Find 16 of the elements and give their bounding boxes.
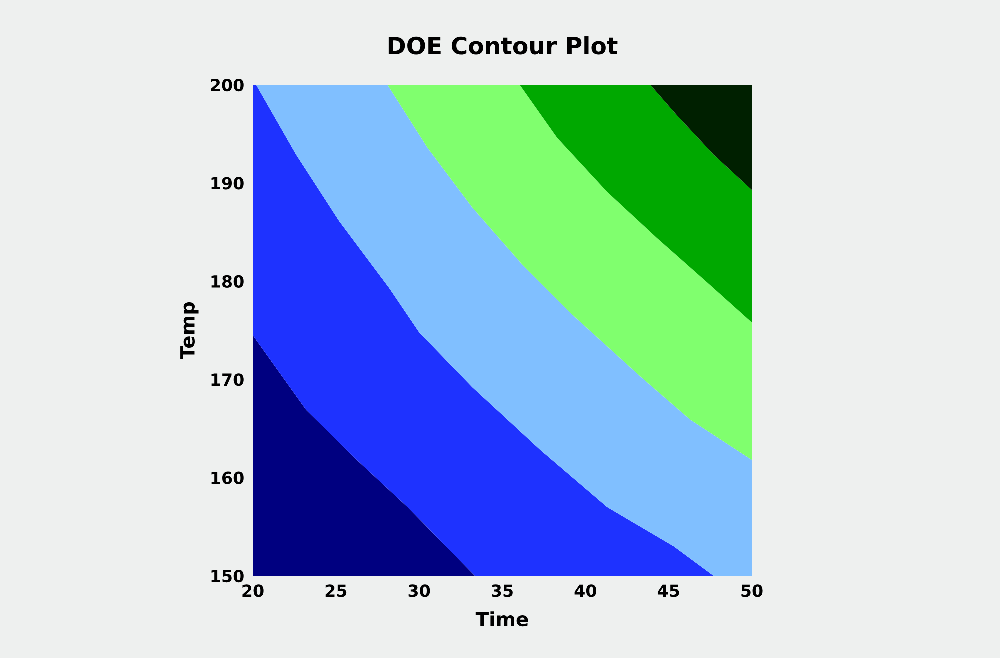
x-tick-label: 20 xyxy=(242,584,264,598)
x-tick-label: 35 xyxy=(492,584,513,598)
y-tick-label: 160 xyxy=(212,472,244,484)
x-tick-label: 45 xyxy=(658,584,680,598)
x-tick-label: 40 xyxy=(574,584,596,598)
x-tick-label: 50 xyxy=(742,584,763,598)
y-tick-label: 190 xyxy=(212,177,244,190)
y-tick-label: 180 xyxy=(212,275,244,288)
x-tick-label: 30 xyxy=(408,584,430,598)
chart-title: DOE Contour Plot xyxy=(388,36,618,55)
y-tick-label: 200 xyxy=(211,78,244,92)
y-axis-title: Temp xyxy=(180,302,199,360)
y-tick-label: 170 xyxy=(212,374,244,386)
y-tick-label: 150 xyxy=(212,570,244,583)
x-axis-title: Time xyxy=(476,612,528,627)
x-tick-label: 25 xyxy=(326,584,347,598)
